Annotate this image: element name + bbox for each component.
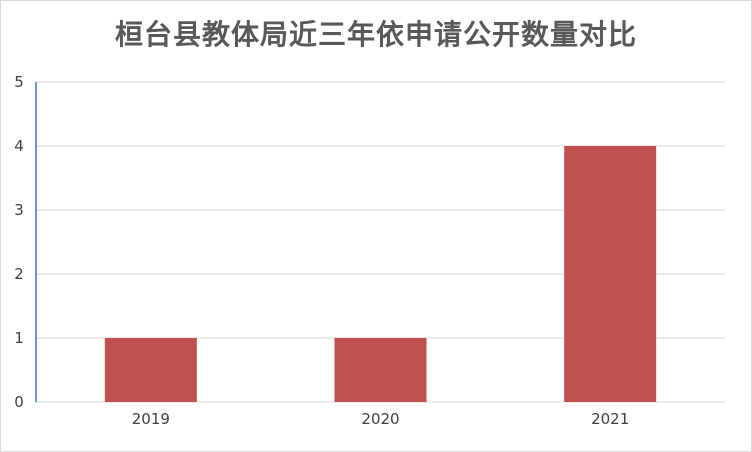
y-tick-label-4: 4 xyxy=(14,137,24,155)
x-tick-labels: 2019 2020 2021 xyxy=(132,410,630,428)
y-tick-label-3: 3 xyxy=(14,201,24,219)
x-tick-label-2020: 2020 xyxy=(361,410,399,428)
y-tick-label-2: 2 xyxy=(14,265,24,283)
bar-2020 xyxy=(334,338,427,402)
bars xyxy=(104,146,657,402)
x-tick-label-2021: 2021 xyxy=(591,410,629,428)
y-tick-label-0: 0 xyxy=(14,393,24,411)
chart-title: 桓台县教体局近三年依申请公开数量对比 xyxy=(114,18,637,51)
bar-2021 xyxy=(564,146,657,402)
x-tick-label-2019: 2019 xyxy=(132,410,170,428)
bar-2019 xyxy=(104,338,197,402)
y-tick-label-5: 5 xyxy=(14,73,24,91)
y-tick-label-1: 1 xyxy=(14,329,24,347)
y-tick-labels: 0 1 2 3 4 5 xyxy=(14,73,24,411)
